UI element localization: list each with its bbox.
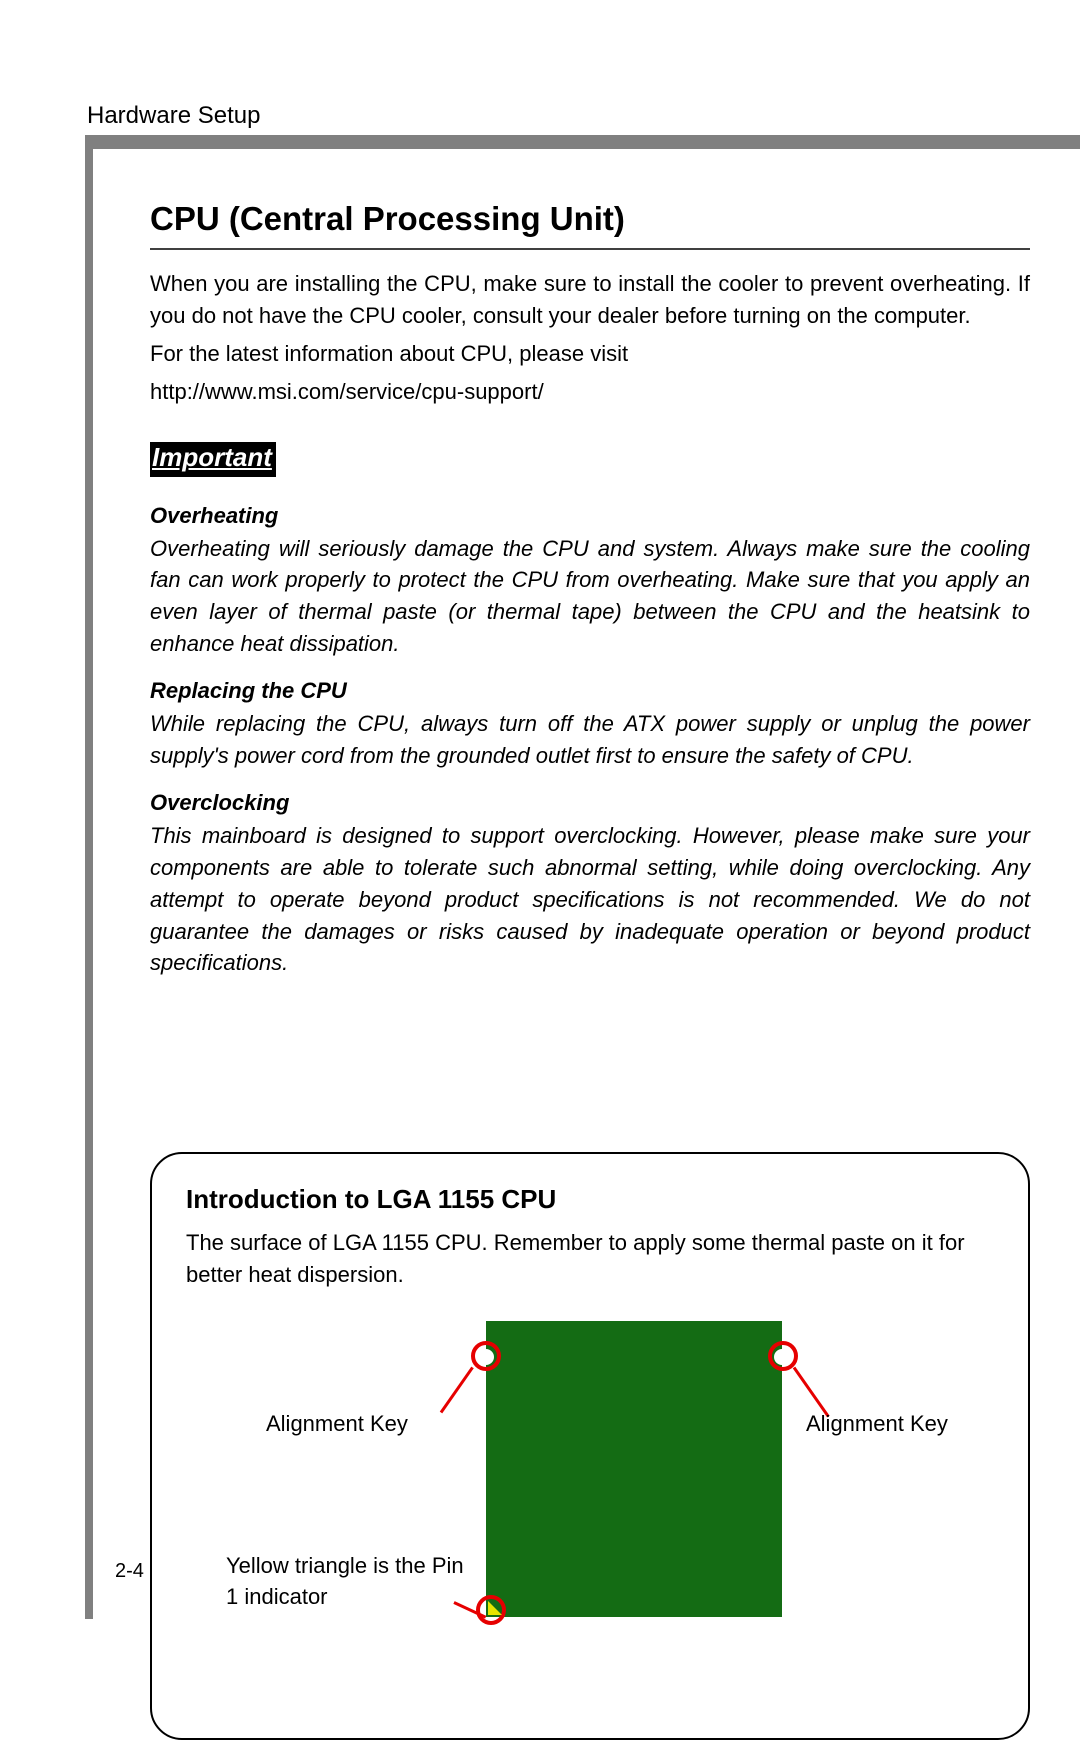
label-alignment-right: Alignment Key [806,1411,948,1437]
leader-left [440,1366,474,1413]
diagram-caption: The surface of LGA 1155 CPU. Remember to… [186,1227,994,1291]
page-title: CPU (Central Processing Unit) [150,200,1030,250]
paragraph-replacing: While replacing the CPU, always turn off… [150,708,1030,772]
header-rule [85,135,1080,149]
cpu-diagram-box: Introduction to LGA 1155 CPU The surface… [150,1152,1030,1740]
subheading-replacing: Replacing the CPU [150,678,1030,704]
paragraph-overclocking: This mainboard is designed to support ov… [150,820,1030,979]
pin1-triangle-icon [488,1601,502,1615]
subheading-overheating: Overheating [150,503,1030,529]
important-badge: Important [150,442,276,477]
cpu-figure: Alignment Key Alignment Key Yellow trian… [186,1321,994,1741]
leader-right [793,1366,830,1417]
manual-page: Hardware Setup CPU (Central Processing U… [0,0,1080,1619]
intro-paragraph-1: When you are installing the CPU, make su… [150,268,1030,332]
paragraph-overheating: Overheating will seriously damage the CP… [150,533,1030,661]
diagram-title: Introduction to LGA 1155 CPU [186,1184,994,1215]
label-pin1: Yellow triangle is the Pin 1 indicator [226,1551,476,1613]
cpu-die [486,1321,782,1617]
left-rule [85,149,93,1619]
callout-circle-left [471,1341,501,1371]
subheading-overclocking: Overclocking [150,790,1030,816]
page-number: 2-4 [115,1560,144,1583]
intro-url: http://www.msi.com/service/cpu-support/ [150,376,1030,408]
label-alignment-left: Alignment Key [266,1411,408,1437]
intro-paragraph-2: For the latest information about CPU, pl… [150,338,1030,370]
section-header: Hardware Setup [87,102,260,130]
content-area: CPU (Central Processing Unit) When you a… [150,200,1030,979]
